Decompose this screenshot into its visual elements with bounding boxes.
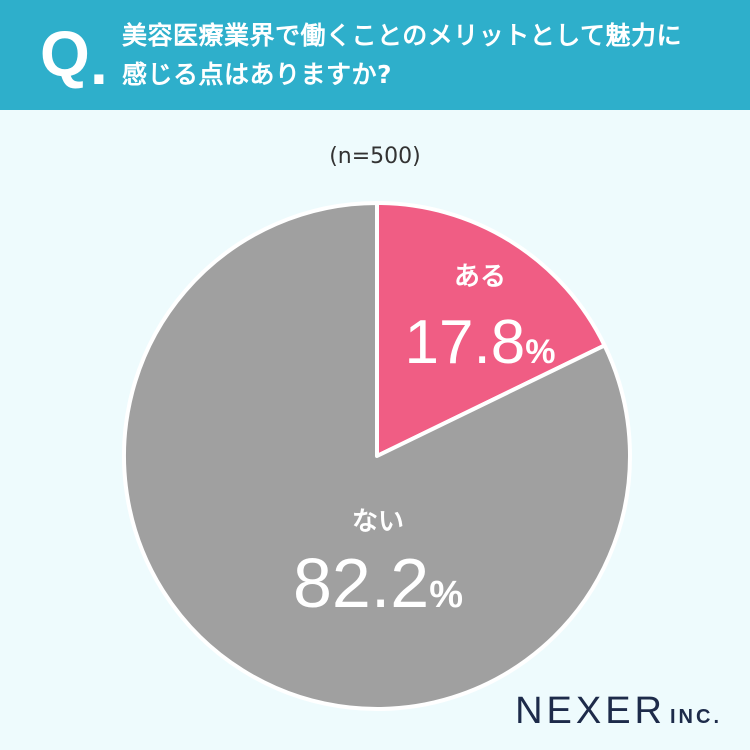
question-line-1: 美容医療業界で働くことのメリットとして魅力に (122, 21, 683, 50)
logo-suffix: INC. (670, 706, 722, 728)
pie-slice-nai (122, 201, 632, 711)
sample-size: (n=500) (329, 144, 421, 169)
nexer-logo: NEXER INC. (515, 690, 722, 733)
pie-slice-aru (375, 201, 607, 458)
slice-label-nai: ない (352, 507, 404, 537)
slice-value-aru: 17.8% (405, 308, 556, 377)
logo-name: NEXER (515, 690, 666, 732)
slice-label-aru: ある (454, 262, 506, 292)
question-text: 美容医療業界で働くことのメリットとして魅力に 感じる点はありますか? (122, 16, 732, 94)
slice-value-nai: 82.2% (293, 544, 463, 622)
q-dot: . (90, 26, 108, 98)
q-mark: Q (40, 18, 90, 90)
question-header: Q . 美容医療業界で働くことのメリットとして魅力に 感じる点はありますか? (0, 0, 750, 110)
question-line-2: 感じる点はありますか? (122, 60, 393, 89)
